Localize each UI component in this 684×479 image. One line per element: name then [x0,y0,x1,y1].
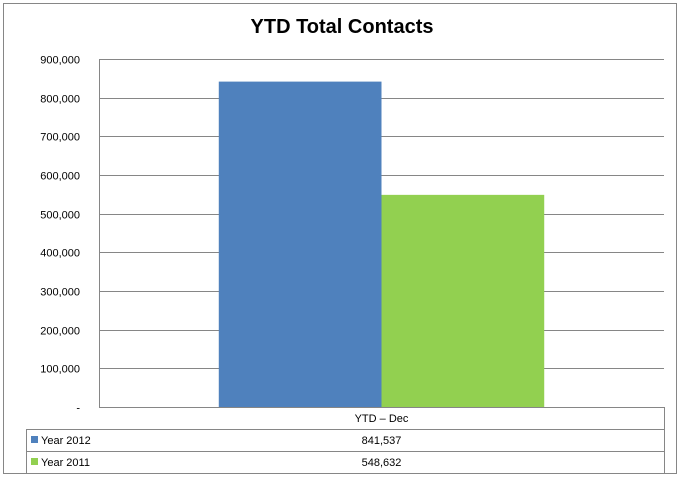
y-tick-label: 800,000 [40,94,80,106]
y-tick-label: 900,000 [40,55,80,67]
y-tick-label: 500,000 [40,210,80,222]
y-tick-label: - [76,403,80,415]
y-tick-label: 200,000 [40,326,80,338]
y-tick-label: 400,000 [40,248,80,260]
legend-key [31,436,38,443]
y-tick-label: 700,000 [40,132,80,144]
legend-key [31,458,38,465]
bar [381,194,545,407]
data-value-label: 841,537 [362,435,402,447]
data-value-label: 548,632 [362,457,402,469]
legend-entry: Year 2012 [41,435,91,447]
chart-title: YTD Total Contacts [250,16,434,38]
y-tick-label: 600,000 [40,171,80,183]
bar [218,81,382,408]
y-tick-label: 100,000 [40,364,80,376]
category-label: YTD – Dec [355,413,409,425]
y-tick-label: 300,000 [40,287,80,299]
legend-entry: Year 2011 [41,457,90,469]
